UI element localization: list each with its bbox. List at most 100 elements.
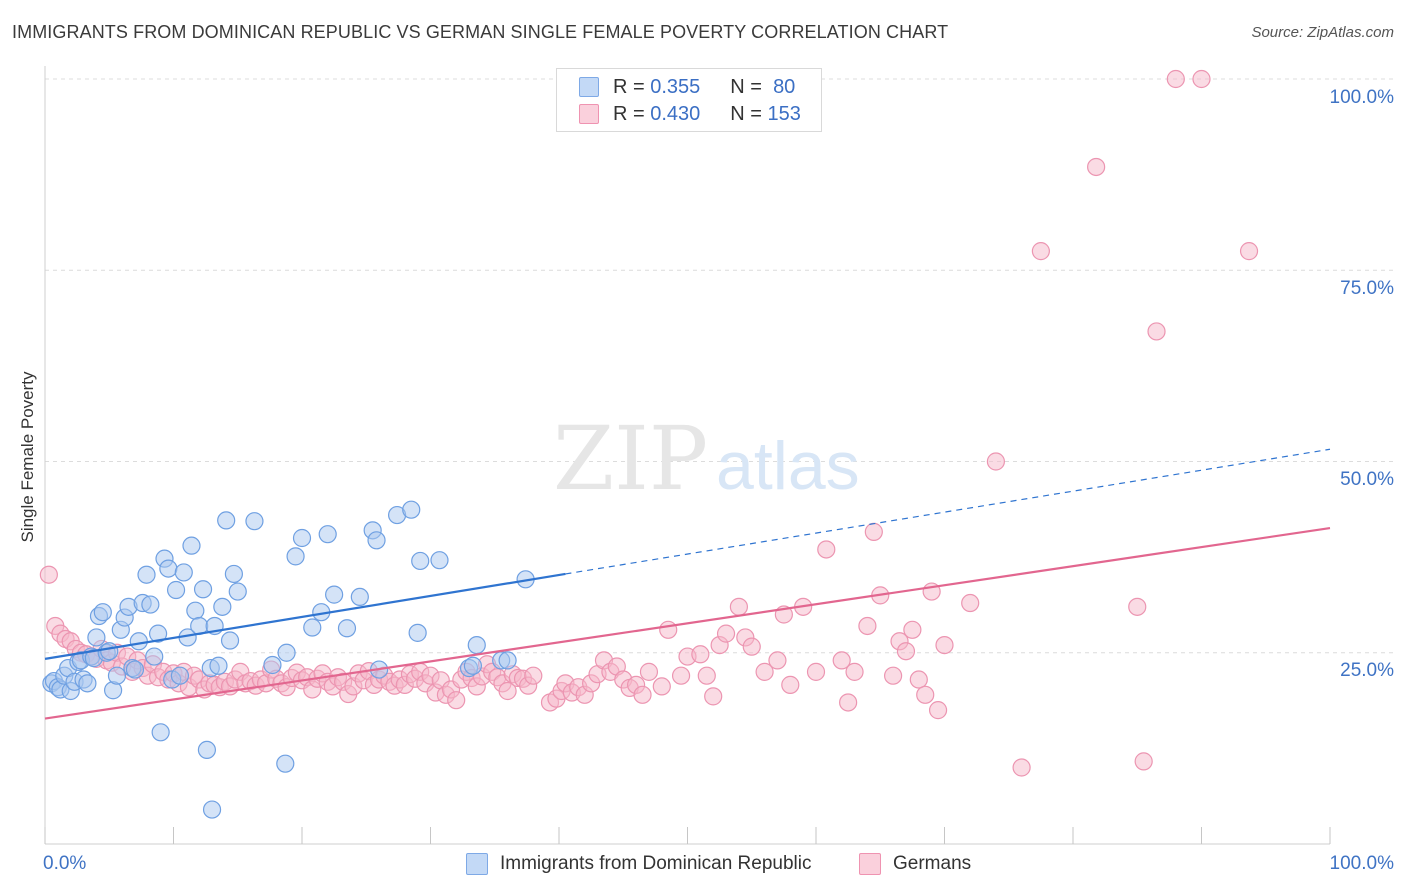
- dominican-point: [213, 597, 232, 616]
- dominican-point: [228, 582, 247, 601]
- dominican-point: [367, 531, 386, 550]
- german-point: [652, 677, 671, 696]
- dominican-point: [411, 551, 430, 571]
- german-point: [883, 666, 903, 685]
- german-point: [659, 620, 678, 639]
- german-point: [864, 522, 883, 541]
- dominican-point: [303, 618, 322, 637]
- german-point: [39, 565, 58, 584]
- dominican-point: [277, 643, 296, 662]
- german-point: [909, 670, 928, 689]
- legend-row-dominican: R = 0.355 N = 80: [579, 75, 795, 99]
- dominican-point: [151, 723, 170, 742]
- dominican-point: [263, 655, 282, 675]
- dominican-point: [292, 528, 312, 548]
- axes: [44, 66, 1331, 845]
- dominican-point: [100, 642, 119, 661]
- german-point: [1239, 242, 1259, 261]
- legend-n-label: N =: [730, 75, 762, 98]
- dominican-point: [224, 564, 243, 584]
- dominican-point: [245, 512, 264, 531]
- dominican-point: [87, 628, 106, 647]
- dominican-point: [220, 631, 240, 650]
- dominican-points: [42, 500, 535, 819]
- dominican-point: [193, 580, 213, 599]
- german-point: [1166, 69, 1185, 89]
- german-point: [729, 597, 749, 616]
- dominican-point: [174, 563, 193, 582]
- dominican-trend-line: [44, 572, 566, 660]
- german-point: [768, 651, 787, 670]
- german-point: [691, 645, 710, 664]
- german-point: [639, 662, 659, 681]
- dominican-point: [145, 647, 164, 666]
- watermark-zip: ZIP: [553, 407, 708, 510]
- german-point: [1031, 242, 1050, 261]
- dominican-point: [202, 800, 222, 819]
- dominican-point: [402, 500, 421, 519]
- dominican-point: [107, 666, 127, 685]
- german-point: [755, 662, 774, 681]
- german-point: [781, 675, 800, 694]
- german-point: [1087, 157, 1106, 177]
- dominican-point: [129, 632, 148, 651]
- bottom-legend-germans: Germans: [859, 852, 971, 876]
- trend-lines: [44, 448, 1331, 720]
- german-point: [742, 637, 761, 656]
- german-point: [928, 701, 948, 720]
- german-point: [447, 691, 466, 710]
- german-point: [806, 662, 826, 681]
- german-point: [845, 662, 864, 681]
- german-point: [704, 687, 723, 706]
- watermark-atlas: atlas: [716, 428, 860, 504]
- dominican-point: [182, 536, 201, 555]
- german-point: [817, 540, 836, 559]
- legend-r-label: R =: [613, 102, 645, 125]
- y-axis-title: Single Female Poverty: [18, 371, 37, 543]
- dominican-point: [137, 565, 156, 584]
- dominican-point: [166, 580, 186, 600]
- legend-r-value: 0.355: [650, 75, 701, 98]
- german-point: [858, 616, 877, 636]
- chart-source: Source: ZipAtlas.com: [1251, 24, 1394, 41]
- y-tick-50: 50.0%: [1340, 469, 1394, 490]
- legend-row-germans: R = 0.430 N = 153: [579, 102, 801, 126]
- bottom-legend-dominican: Immigrants from Dominican Republic: [466, 852, 812, 876]
- legend-r-label: R =: [613, 75, 645, 98]
- german-point: [716, 624, 736, 643]
- y-tick-100: 100.0%: [1329, 87, 1394, 108]
- german-point: [524, 666, 543, 685]
- german-point: [1147, 322, 1166, 341]
- legend-swatch-pink: [579, 104, 599, 124]
- y-tick-25: 25.0%: [1340, 660, 1394, 681]
- dominican-point: [148, 624, 168, 643]
- dominican-point: [286, 547, 305, 566]
- dominican-point: [170, 666, 190, 685]
- german-trend-line: [44, 526, 1331, 720]
- dominican-point: [498, 651, 517, 670]
- dominican-point: [141, 595, 160, 614]
- german-point: [896, 642, 916, 661]
- dominican-point: [337, 619, 357, 638]
- legend-n-value: 153: [767, 102, 801, 125]
- german-point: [498, 681, 517, 701]
- stats-legend: R = 0.355 N = 80 R = 0.430 N = 153: [556, 68, 822, 132]
- legend-n-label: N =: [730, 102, 762, 125]
- dominican-point: [78, 674, 97, 693]
- chart-title: IMMIGRANTS FROM DOMINICAN REPUBLIC VS GE…: [12, 22, 949, 42]
- german-point: [903, 620, 922, 639]
- german-point: [1012, 758, 1031, 777]
- dominican-point: [318, 525, 337, 544]
- german-point: [935, 635, 954, 655]
- dominican-point: [408, 623, 427, 642]
- german-point: [671, 666, 691, 685]
- dominican-point: [209, 656, 228, 675]
- grid-lines: [45, 78, 1394, 654]
- legend-r-value: 0.430: [650, 102, 701, 125]
- x-tick-min: 0.0%: [43, 853, 87, 874]
- bottom-swatch-blue: [466, 853, 488, 875]
- dominican-point: [350, 587, 369, 607]
- dominican-point: [125, 660, 145, 679]
- watermark: ZIP atlas: [553, 407, 860, 510]
